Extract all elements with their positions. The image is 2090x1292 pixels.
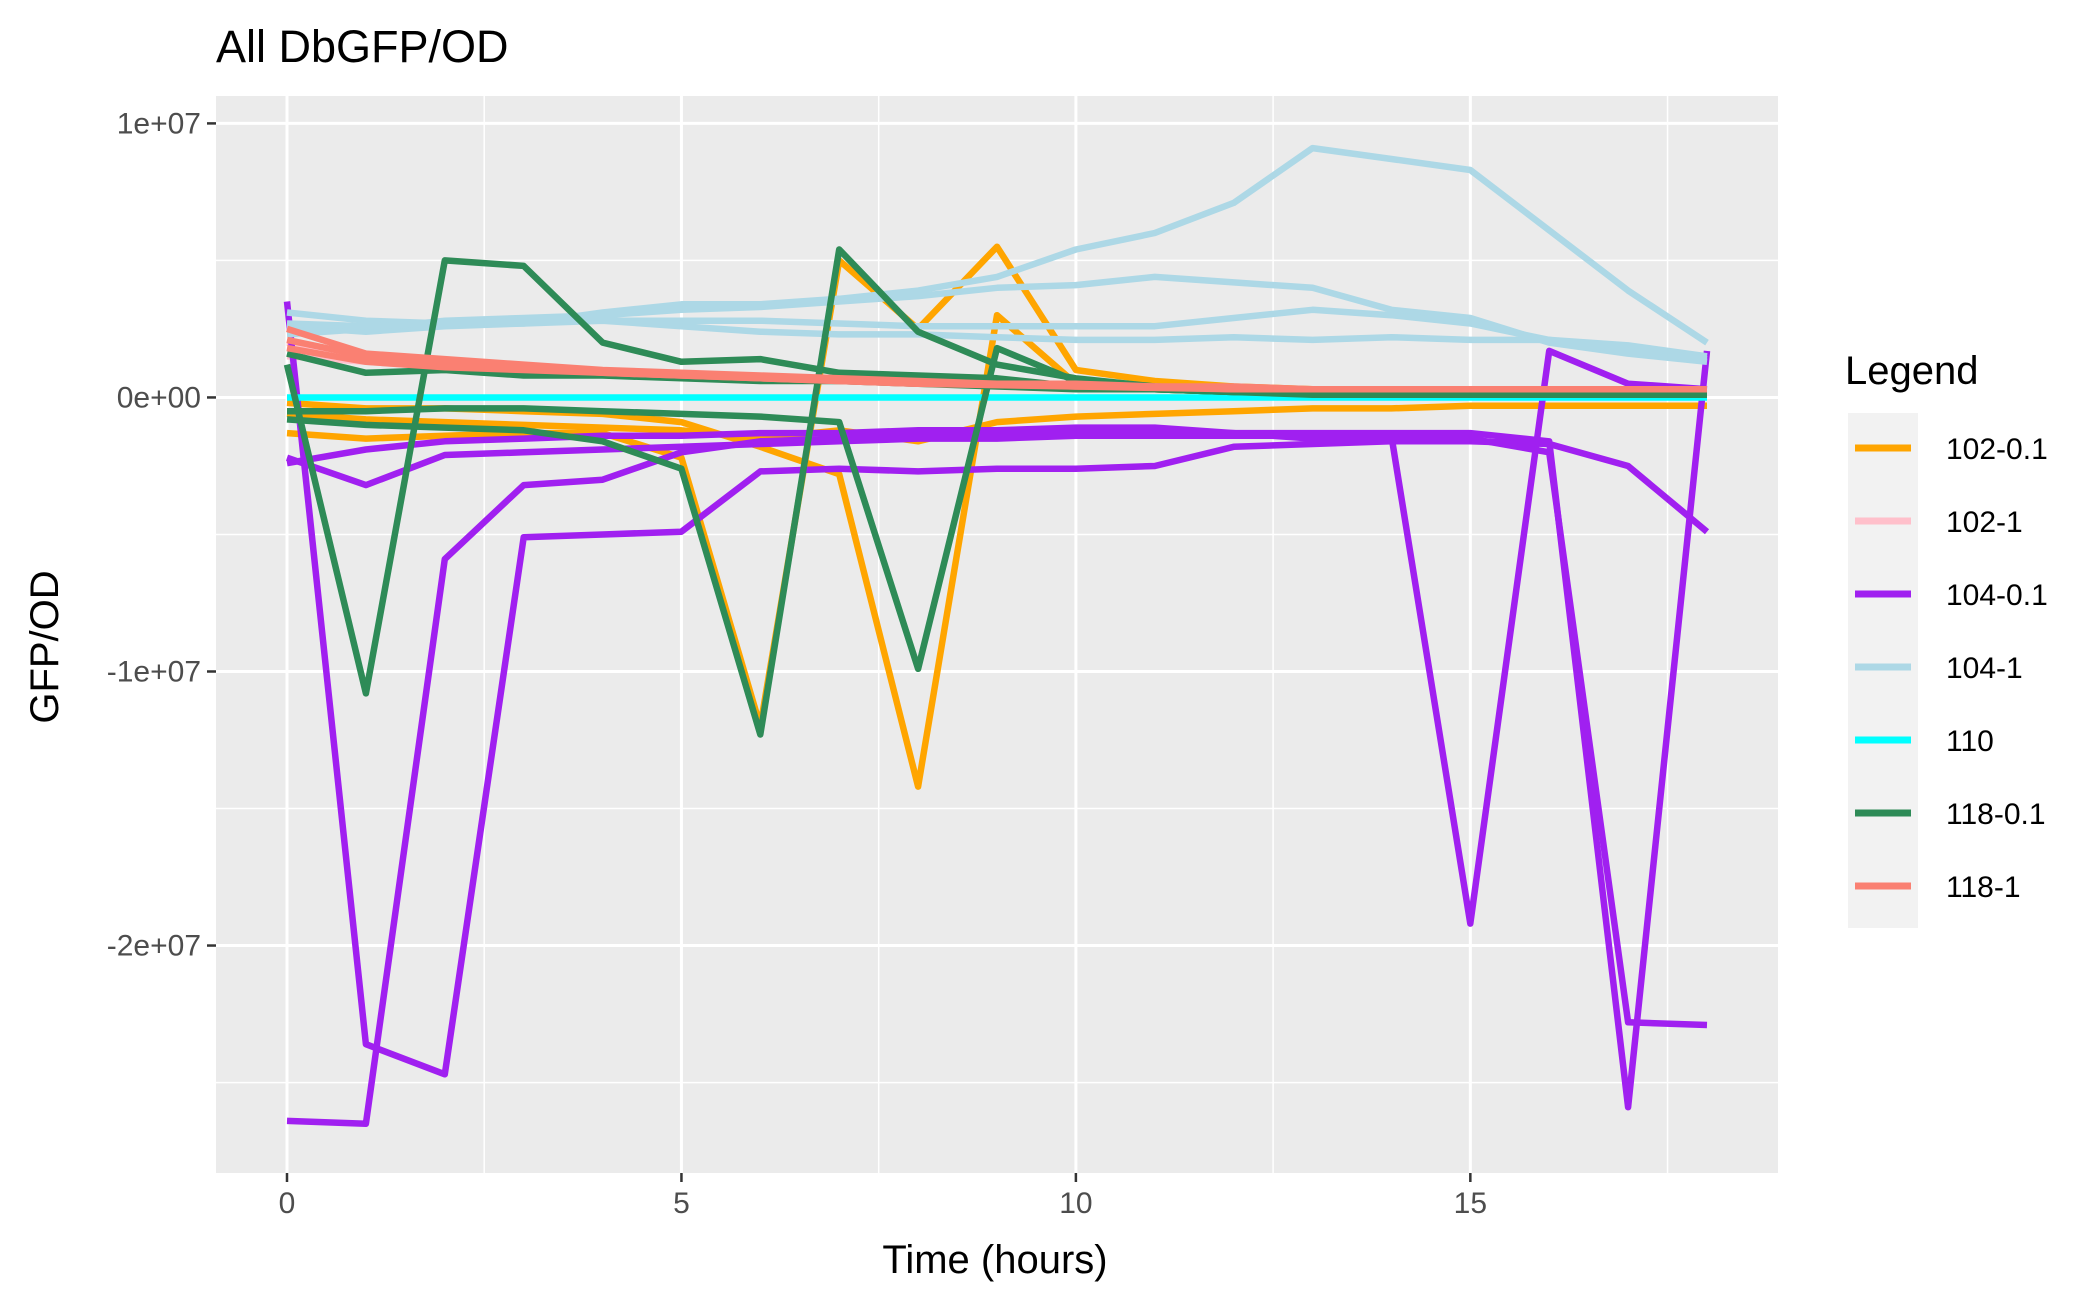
y-tick-label: 0e+00 xyxy=(117,381,201,414)
x-tick-label: 10 xyxy=(1059,1187,1092,1220)
legend-label: 104-0.1 xyxy=(1946,579,2048,612)
x-tick-label: 15 xyxy=(1454,1187,1487,1220)
y-tick-label: -2e+07 xyxy=(107,930,201,963)
legend-title: Legend xyxy=(1845,349,1978,393)
series-line-102-0.1-0 xyxy=(286,402,1707,445)
legend-label: 104-1 xyxy=(1946,652,2023,685)
legend-label: 118-1 xyxy=(1946,871,2021,904)
x-tick-label: 0 xyxy=(279,1187,296,1220)
y-tick-label: -1e+07 xyxy=(107,655,201,688)
x-tick-label: 5 xyxy=(673,1187,690,1220)
legend-label: 102-0.1 xyxy=(1946,433,2048,466)
series-lines xyxy=(283,144,1711,1127)
series-line-104-0.1-7 xyxy=(285,347,1708,927)
legend-label: 118-0.1 xyxy=(1946,798,2046,831)
legend: Legend 102-0.1 102-1 104-0.1 104-1 110 118-0.… xyxy=(1845,349,2048,928)
legend-label: 102-1 xyxy=(1946,506,2023,539)
series-line-104-1-12 xyxy=(286,306,1708,363)
chart-title: All DbGFP/OD xyxy=(216,21,509,72)
y-axis-title: GFP/OD xyxy=(23,570,67,723)
legend-label: 110 xyxy=(1946,725,1994,758)
x-axis-title: Time (hours) xyxy=(882,1238,1107,1282)
axes: 0 5 10 15 -2e+07 -1e+07 0e+00 1e+07 xyxy=(107,107,1487,1220)
series-line-104-0.1-8 xyxy=(286,424,1708,1029)
series-line-118-1-20 xyxy=(286,344,1707,393)
y-tick-label: 1e+07 xyxy=(117,107,201,140)
